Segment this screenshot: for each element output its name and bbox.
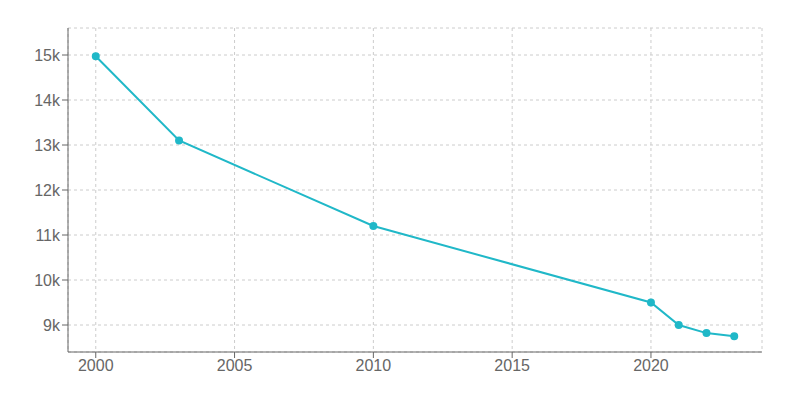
- svg-text:2010: 2010: [356, 357, 392, 374]
- svg-text:14k: 14k: [34, 92, 61, 109]
- svg-text:2020: 2020: [633, 357, 669, 374]
- svg-text:10k: 10k: [34, 272, 61, 289]
- svg-text:2015: 2015: [494, 357, 530, 374]
- svg-text:12k: 12k: [34, 182, 61, 199]
- svg-text:2005: 2005: [217, 357, 253, 374]
- svg-text:9k: 9k: [43, 317, 61, 334]
- svg-text:13k: 13k: [34, 137, 61, 154]
- svg-text:2000: 2000: [78, 357, 114, 374]
- svg-text:15k: 15k: [34, 47, 61, 64]
- svg-text:11k: 11k: [35, 227, 61, 244]
